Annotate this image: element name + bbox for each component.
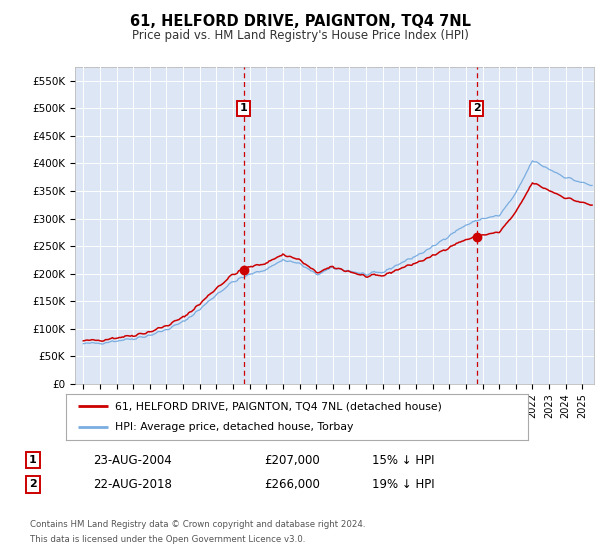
Text: 23-AUG-2004: 23-AUG-2004 [93,454,172,467]
Text: 1: 1 [29,455,37,465]
Text: £207,000: £207,000 [264,454,320,467]
Text: Contains HM Land Registry data © Crown copyright and database right 2024.: Contains HM Land Registry data © Crown c… [30,520,365,529]
Text: 2: 2 [473,104,481,114]
Text: This data is licensed under the Open Government Licence v3.0.: This data is licensed under the Open Gov… [30,535,305,544]
Text: £266,000: £266,000 [264,478,320,491]
Text: 15% ↓ HPI: 15% ↓ HPI [372,454,434,467]
Text: 2: 2 [29,479,37,489]
Text: 1: 1 [240,104,248,114]
Text: 61, HELFORD DRIVE, PAIGNTON, TQ4 7NL (detached house): 61, HELFORD DRIVE, PAIGNTON, TQ4 7NL (de… [115,401,442,411]
Text: 19% ↓ HPI: 19% ↓ HPI [372,478,434,491]
Text: Price paid vs. HM Land Registry's House Price Index (HPI): Price paid vs. HM Land Registry's House … [131,29,469,42]
Text: 22-AUG-2018: 22-AUG-2018 [93,478,172,491]
Text: HPI: Average price, detached house, Torbay: HPI: Average price, detached house, Torb… [115,422,353,432]
Text: 61, HELFORD DRIVE, PAIGNTON, TQ4 7NL: 61, HELFORD DRIVE, PAIGNTON, TQ4 7NL [130,14,470,29]
